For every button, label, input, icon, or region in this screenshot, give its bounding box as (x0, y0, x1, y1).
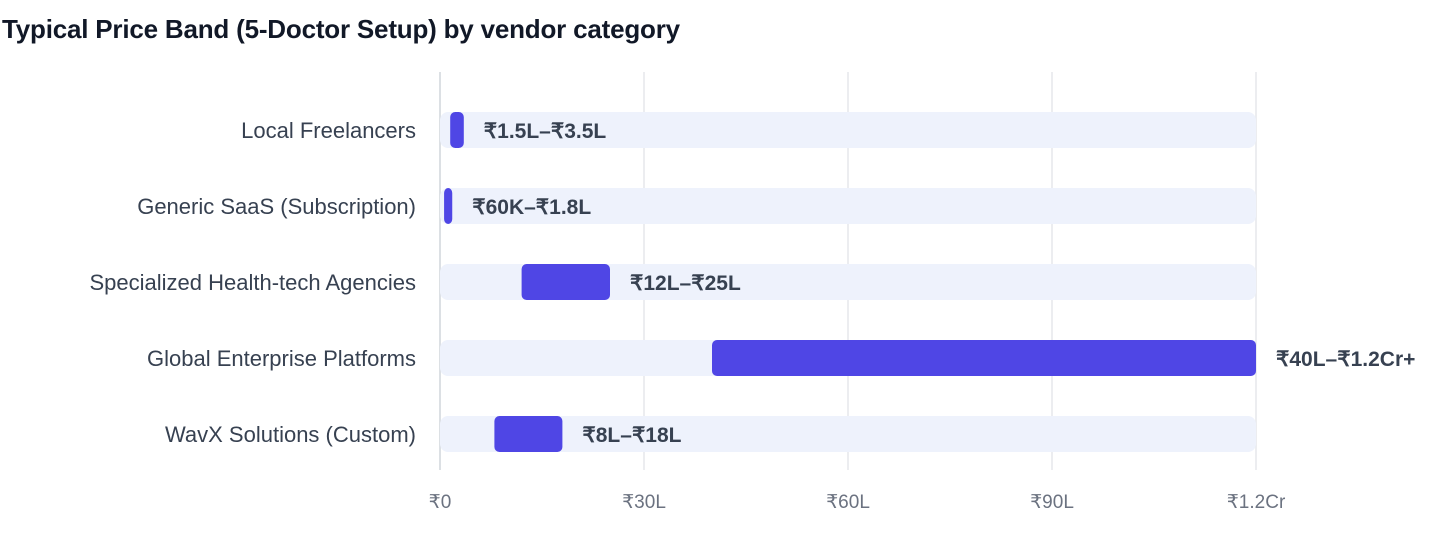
category-labels: Local Freelancers Generic SaaS (Subscript… (89, 118, 416, 447)
x-tick-label: ₹90L (1030, 492, 1074, 513)
x-tick-label: ₹30L (622, 492, 666, 513)
category-label: Global Enterprise Platforms (147, 346, 416, 371)
chart-title: Typical Price Band (5-Doctor Setup) by v… (2, 14, 680, 44)
range-value-label: ₹1.5L–₹3.5L (484, 120, 607, 143)
x-axis-ticks: ₹0 ₹30L ₹60L ₹90L ₹1.2Cr (429, 492, 1286, 513)
range-bars (444, 112, 1256, 452)
range-value-label: ₹60K–₹1.8L (472, 196, 591, 219)
range-bar (450, 112, 464, 148)
range-value-label: ₹40L–₹1.2Cr+ (1276, 348, 1415, 371)
range-value-label: ₹12L–₹25L (630, 272, 741, 295)
bar-track (440, 188, 1256, 224)
range-value-label: ₹8L–₹18L (582, 424, 681, 447)
x-tick-label: ₹1.2Cr (1227, 492, 1286, 513)
range-labels: ₹1.5L–₹3.5L ₹60K–₹1.8L ₹12L–₹25L ₹40L–₹1.2C… (472, 120, 1415, 447)
category-label: Generic SaaS (Subscription) (137, 194, 416, 219)
range-bar (521, 264, 610, 300)
category-label: WavX Solutions (Custom) (165, 422, 416, 447)
category-label: Local Freelancers (241, 118, 416, 143)
bar-track (440, 416, 1256, 452)
category-label: Specialized Health-tech Agencies (89, 270, 416, 295)
bar-track (440, 264, 1256, 300)
range-bar (712, 340, 1256, 376)
x-tick-label: ₹0 (429, 492, 452, 513)
x-tick-label: ₹60L (826, 492, 870, 513)
range-bar (494, 416, 563, 452)
range-bar (444, 188, 453, 224)
bar-track (440, 112, 1256, 148)
